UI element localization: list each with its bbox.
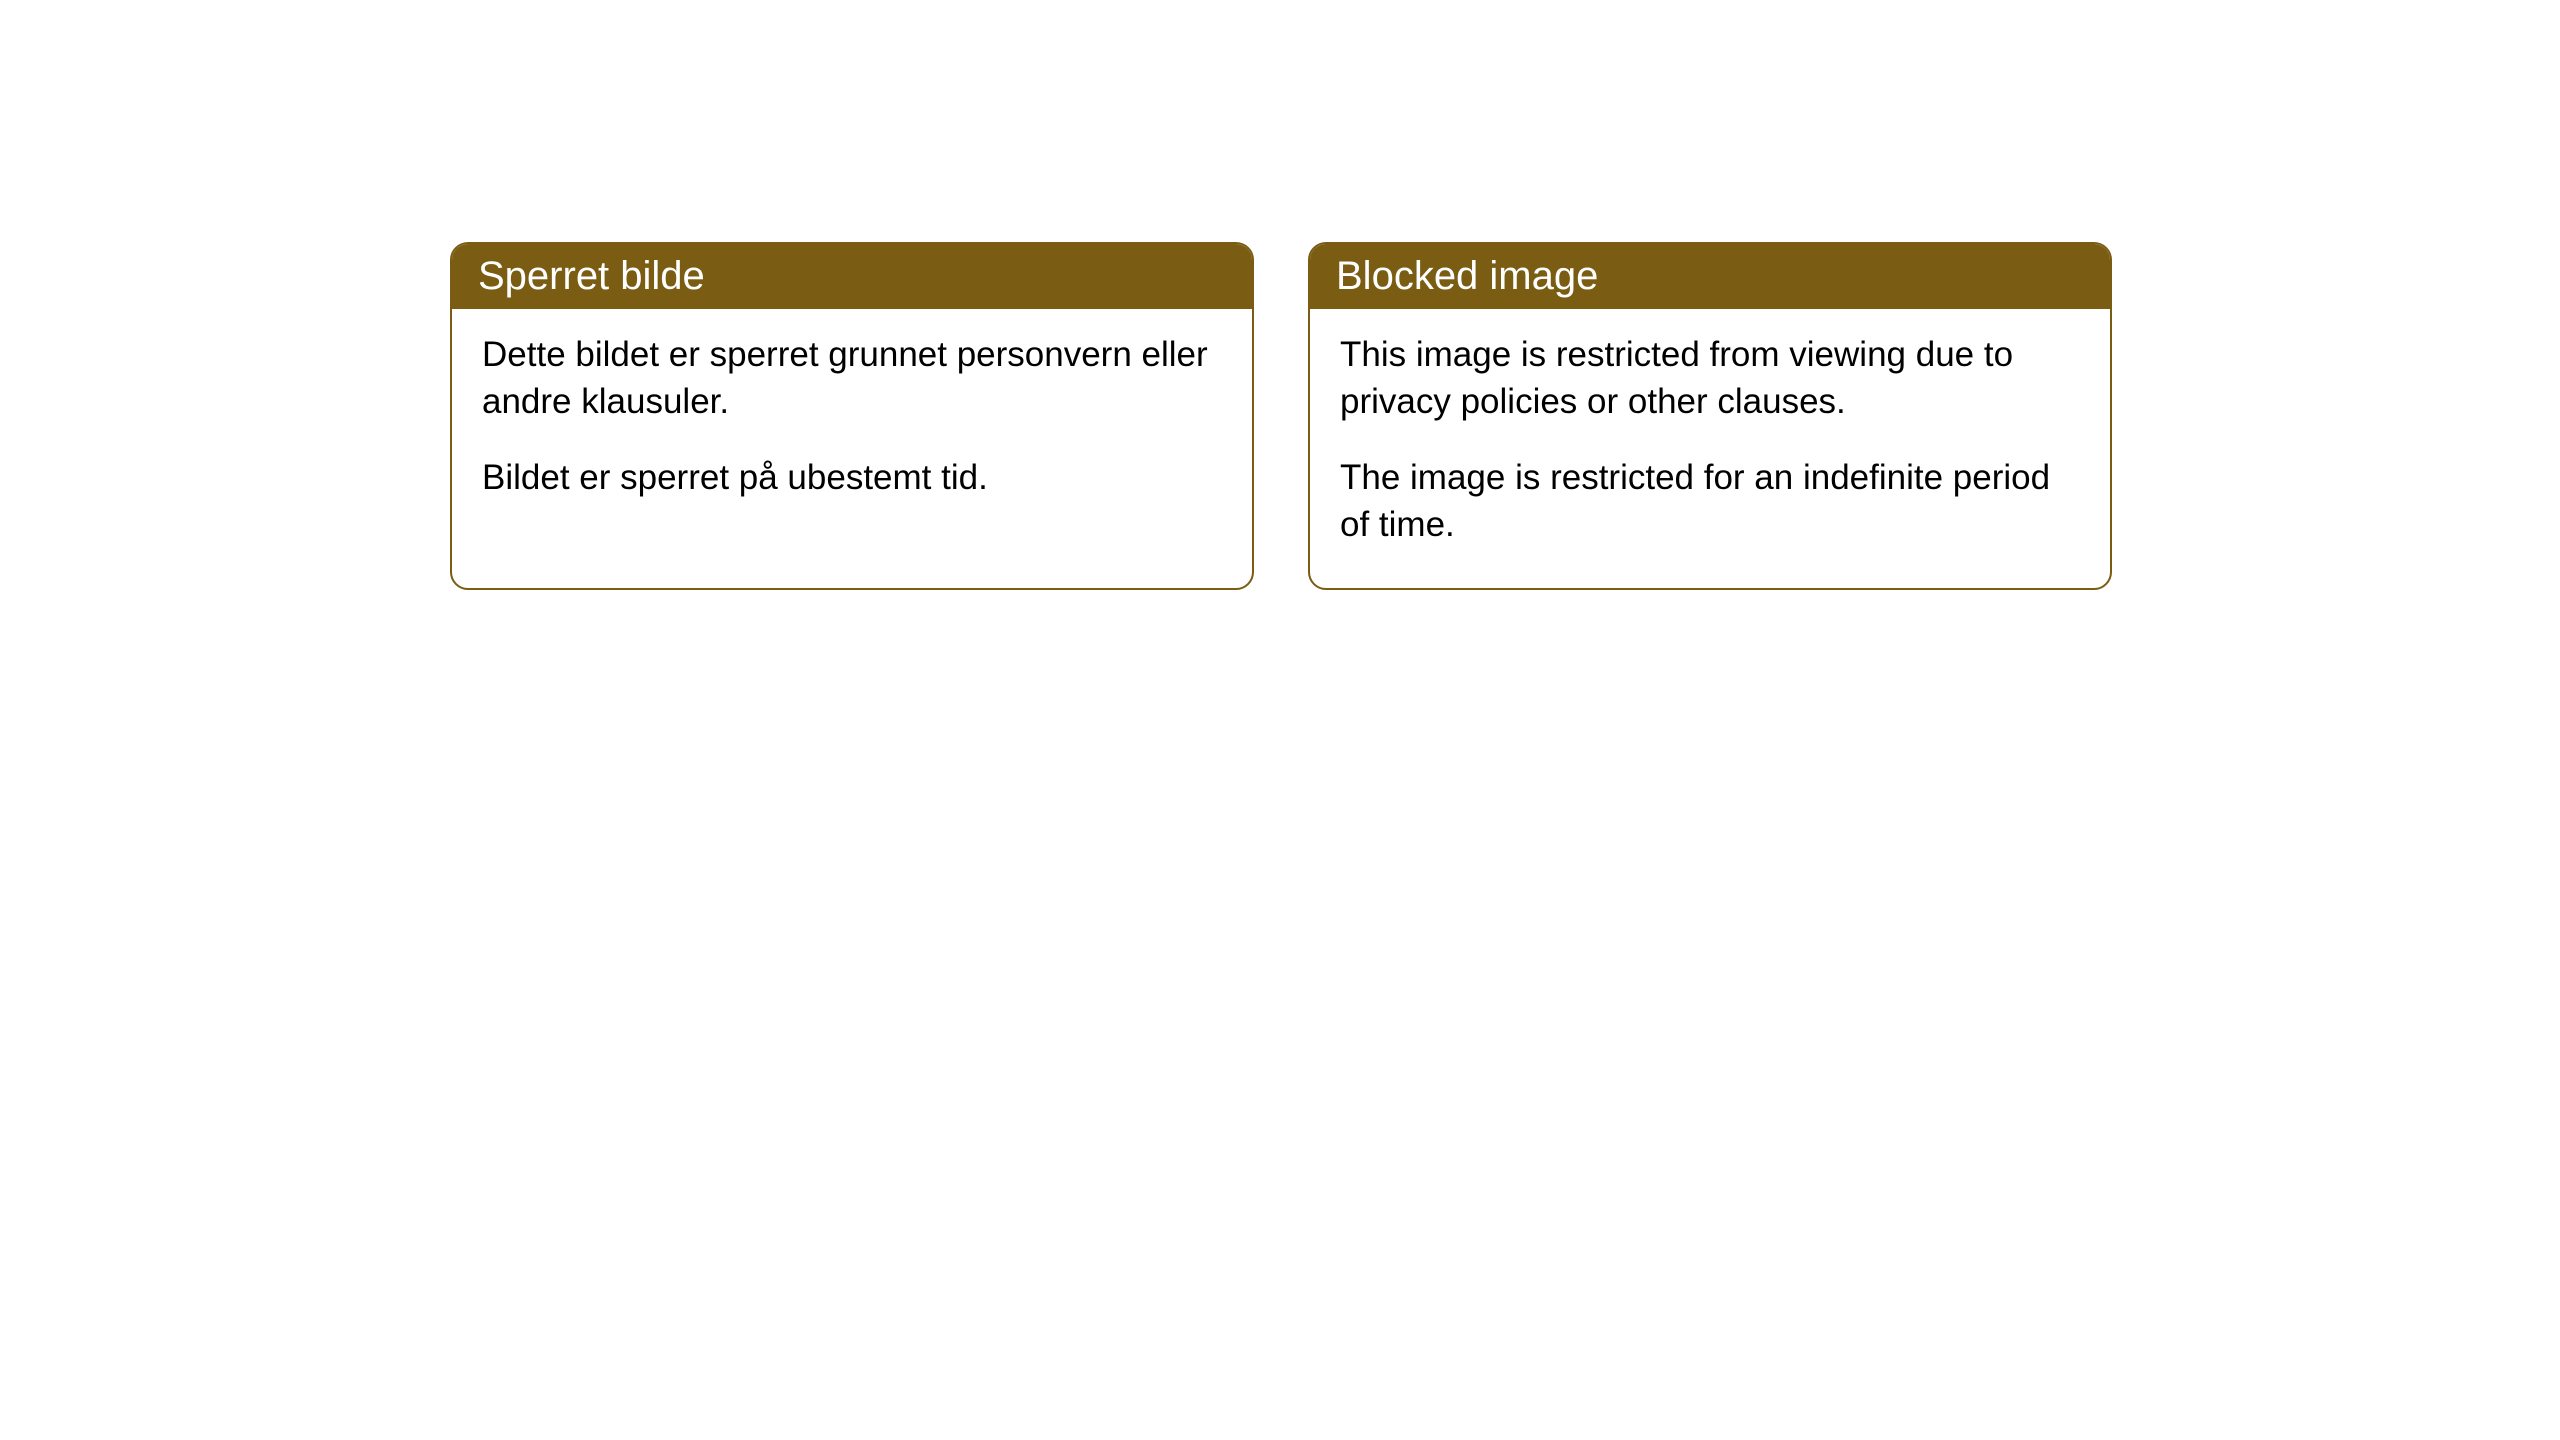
blocked-image-card-english: Blocked image This image is restricted f…: [1308, 242, 2112, 590]
card-title: Sperret bilde: [478, 254, 705, 298]
card-paragraph: The image is restricted for an indefinit…: [1340, 454, 2080, 549]
card-body: This image is restricted from viewing du…: [1310, 309, 2110, 588]
blocked-image-card-norwegian: Sperret bilde Dette bildet er sperret gr…: [450, 242, 1254, 590]
card-header: Blocked image: [1310, 244, 2110, 309]
card-title: Blocked image: [1336, 254, 1598, 298]
card-paragraph: This image is restricted from viewing du…: [1340, 331, 2080, 426]
card-body: Dette bildet er sperret grunnet personve…: [452, 309, 1252, 541]
card-header: Sperret bilde: [452, 244, 1252, 309]
notice-cards-container: Sperret bilde Dette bildet er sperret gr…: [0, 0, 2560, 590]
card-paragraph: Dette bildet er sperret grunnet personve…: [482, 331, 1222, 426]
card-paragraph: Bildet er sperret på ubestemt tid.: [482, 454, 1222, 501]
